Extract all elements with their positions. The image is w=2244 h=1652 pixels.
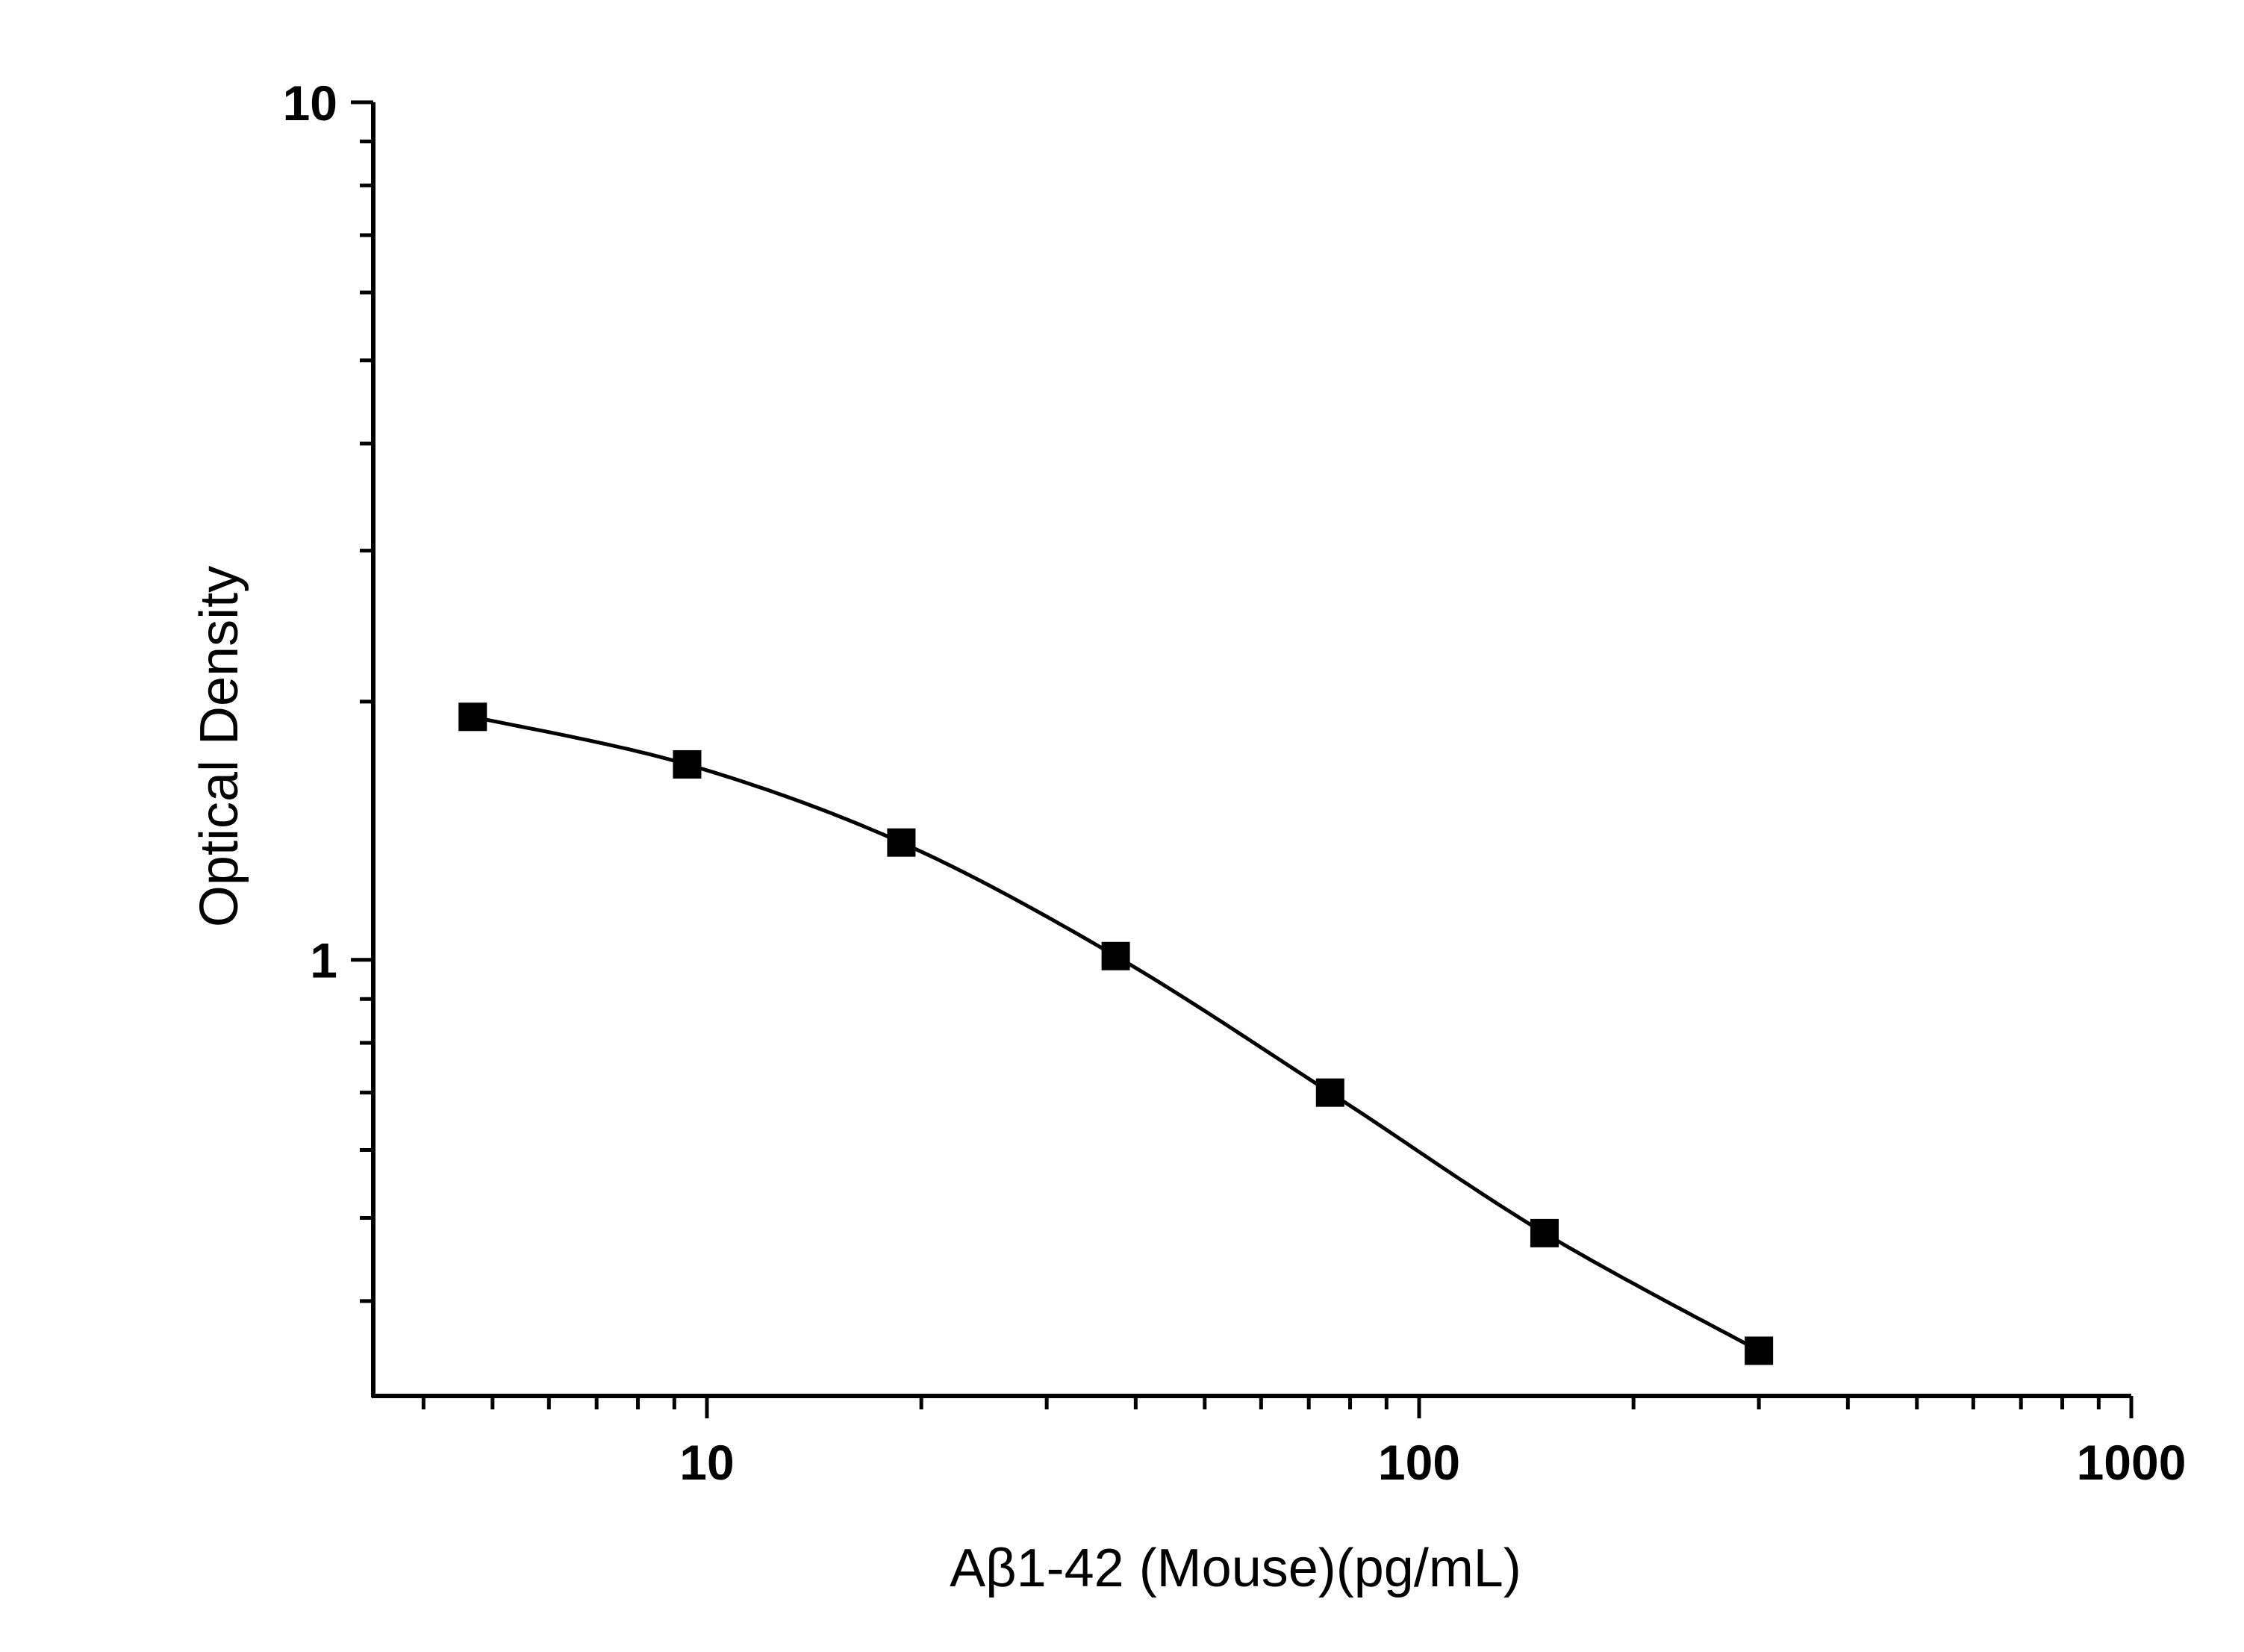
x-tick-label: 100 bbox=[1378, 1435, 1460, 1490]
minor-ticks bbox=[360, 140, 2101, 1409]
x-tick-label: 1000 bbox=[2077, 1435, 2187, 1490]
data-point bbox=[1315, 1078, 1344, 1107]
axes bbox=[371, 102, 2131, 1398]
data-point bbox=[887, 828, 916, 857]
x-tick-label: 10 bbox=[679, 1435, 734, 1490]
data-points bbox=[458, 702, 1774, 1365]
tick-labels: 10 100 1000 1 10 bbox=[283, 75, 2187, 1490]
data-point bbox=[1530, 1218, 1559, 1247]
fit-curve-layer bbox=[472, 714, 1760, 1353]
major-ticks bbox=[351, 100, 2134, 1418]
y-tick-label: 10 bbox=[283, 75, 337, 131]
y-axis-title: Optical Density bbox=[190, 566, 249, 927]
y-tick-label: 1 bbox=[310, 933, 337, 988]
data-point bbox=[1101, 941, 1130, 970]
data-point bbox=[1745, 1336, 1774, 1365]
data-point bbox=[458, 702, 487, 732]
data-point bbox=[673, 749, 702, 779]
x-axis-title: Aβ1-42 (Mouse)(pg/mL) bbox=[950, 1539, 1521, 1598]
fit-curve bbox=[472, 714, 1760, 1353]
